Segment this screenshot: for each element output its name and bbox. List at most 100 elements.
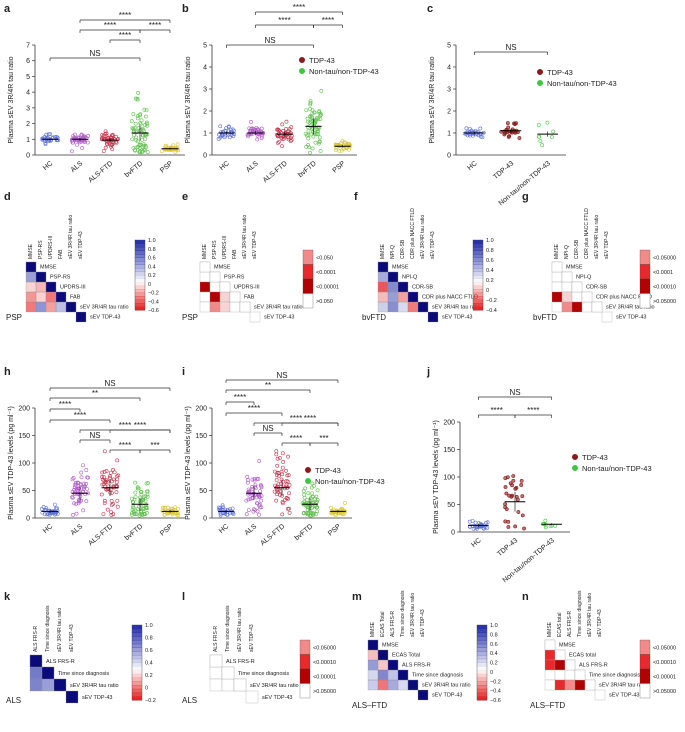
data-point — [318, 117, 323, 121]
data-point — [133, 96, 138, 101]
data-point — [220, 503, 225, 508]
row-label: sEV 3R/4R tau ratio — [254, 305, 303, 311]
significance-label: NS — [104, 379, 115, 388]
x-tick-label: ALS-FTD — [262, 160, 289, 184]
row-label: CDR-SB — [586, 285, 607, 291]
heatmap-cell — [377, 291, 389, 303]
data-point — [146, 481, 150, 485]
significance-label: NS — [89, 49, 100, 58]
data-point — [105, 142, 110, 147]
data-point — [289, 125, 294, 130]
data-point — [169, 146, 173, 150]
colorbar-segment — [132, 658, 142, 663]
colorbar-tick-label: 0.8 — [490, 632, 498, 638]
heatmap-cell — [209, 281, 221, 293]
data-point — [314, 494, 319, 499]
colorbar-segment — [473, 268, 483, 272]
column-label: CDR plus NACC FTLD — [584, 208, 590, 259]
panel-label-m: m — [352, 591, 362, 603]
heatmap-cell — [199, 301, 211, 313]
data-point — [52, 502, 57, 507]
x-tick-label: HC — [470, 537, 482, 549]
colorbar-segment — [473, 240, 483, 244]
row-label: MMSE — [40, 265, 57, 271]
significance-label: **** — [278, 16, 290, 25]
colorbar-segment — [477, 673, 487, 678]
column-label: ALS FRS-R — [33, 625, 39, 652]
data-point — [74, 136, 79, 141]
data-point — [70, 495, 75, 500]
colorbar-tick-label: −0.6 — [148, 308, 159, 314]
data-point — [311, 511, 315, 516]
heatmap-diagonal-cell — [387, 659, 399, 671]
data-point — [511, 478, 516, 483]
data-point — [105, 479, 110, 484]
data-point — [100, 477, 105, 482]
colorbar-segment — [132, 670, 142, 675]
row-label: UPDRS-III — [60, 285, 86, 291]
data-point — [503, 476, 508, 481]
x-tick-label: TDP-43 — [496, 537, 519, 558]
significance-label: NS — [509, 388, 520, 397]
data-point — [274, 452, 279, 457]
row-label: CDR-SB — [412, 285, 433, 291]
column-label: Time since diagnosis — [577, 590, 583, 637]
data-point — [468, 133, 472, 138]
colorbar-segment — [473, 261, 483, 265]
significance-label: NS — [264, 36, 275, 45]
colorbar-segment — [299, 654, 311, 670]
heatmap-cell — [29, 678, 43, 692]
data-point — [485, 520, 490, 525]
colorbar-tick-label: 0.4 — [145, 661, 153, 667]
heatmap-group-label: PSP — [182, 313, 198, 322]
heatmap-cell — [377, 669, 389, 681]
significance-label: *** — [150, 441, 159, 450]
panel-label-n: n — [522, 591, 529, 603]
column-label: sEV TDP-43 — [604, 231, 610, 259]
data-point — [308, 107, 312, 111]
heatmap-diagonal-cell — [407, 291, 419, 303]
data-point — [102, 469, 107, 474]
row-label: NPI-Q — [576, 275, 592, 281]
row-label: ALS FRS-R — [226, 659, 255, 665]
heatmap-diagonal-cell — [417, 689, 429, 701]
x-tick-label: TDP-43 — [492, 160, 515, 181]
data-point — [273, 483, 278, 488]
column-label: MMSE — [554, 243, 560, 259]
colorbar-segment — [473, 299, 483, 304]
data-point — [317, 135, 322, 140]
data-point — [136, 114, 140, 118]
colorbar-segment — [302, 264, 314, 280]
data-point — [284, 119, 289, 124]
significance-label: NS — [276, 371, 287, 380]
heatmap-diagonal-cell — [377, 261, 389, 273]
y-tick-label: 0 — [203, 153, 207, 160]
data-point — [141, 133, 145, 138]
data-point — [70, 140, 75, 145]
x-tick-label: HC — [466, 160, 478, 172]
colorbar-tick-label: −0.4 — [148, 299, 159, 305]
data-point — [173, 505, 178, 510]
column-label: PSP-RS — [38, 240, 44, 259]
data-point — [231, 512, 236, 516]
data-point — [504, 507, 509, 511]
significance-label: **** — [104, 21, 116, 30]
y-axis-label: Plasma sEV 3R/4R tau ratio — [8, 56, 15, 143]
significance-label: ** — [265, 381, 271, 390]
column-label: NPI-Q — [564, 245, 570, 259]
data-point — [254, 125, 259, 130]
y-tick-label: 2 — [447, 109, 451, 116]
colorbar-segment — [473, 303, 483, 307]
colorbar-segment — [132, 677, 142, 682]
data-point — [225, 512, 229, 517]
legend-label-non: Non-tau/non-TDP-43 — [315, 477, 385, 486]
column-label: sEV 3R/4R tau ratio — [237, 608, 243, 652]
x-tick-label: HC — [218, 523, 230, 535]
data-point — [309, 485, 314, 490]
column-label: sEV TDP-43 — [597, 609, 603, 637]
data-point — [173, 147, 177, 152]
heatmap-cell — [574, 679, 586, 691]
y-tick-label: 3 — [26, 105, 30, 112]
y-axis-label: Plasma sEV TDP-43 levels (pg ml⁻¹) — [433, 420, 440, 534]
data-point — [170, 145, 175, 150]
